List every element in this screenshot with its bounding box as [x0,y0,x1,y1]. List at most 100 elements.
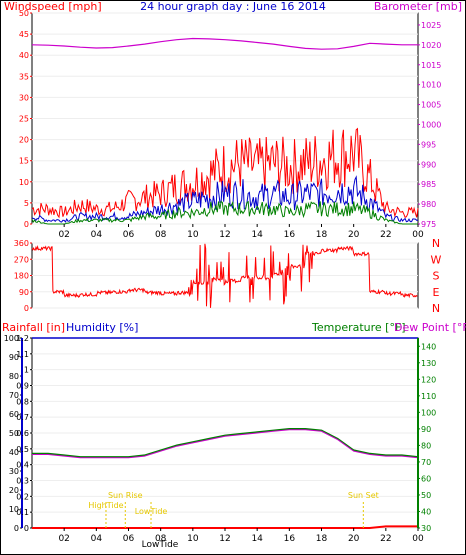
x-tick-label: 04 [91,230,103,240]
x-tick-label: 12 [219,534,230,544]
wind-x-axis-ticks: 02 04 06 08 10 12 14 16 18 20 22 00 [58,224,424,240]
wind-average-line [31,175,419,223]
y-tick-label: 70 [421,458,431,467]
rainfall-line [32,525,418,529]
y-tick-label: 0.4 [16,461,29,470]
y-tick-label: 10 [19,178,29,187]
y-tick-label: 80 [421,441,431,450]
y-tick-label: 1005 [421,101,441,110]
y-tick-label: 0 [24,220,29,229]
humidity-axis-ticks: 0 10 20 30 40 50 60 70 80 90 100 [4,334,23,533]
y-tick-label: 70 [9,391,19,400]
y-tick-label: 35 [19,72,29,81]
y-tick-label: 0 [24,304,29,313]
direction-left-axis-ticks: 0 90 180 270 360 [14,239,32,313]
x-tick-label: 18 [316,230,328,240]
humidity-axis-label: Humidity [%] [66,321,138,334]
dewpoint-axis-label: Dew Point [°F] [394,321,466,334]
y-tick-label: 1.1 [16,350,29,359]
y-tick-label: 0.1 [16,508,29,517]
y-tick-label: 1010 [421,81,441,90]
annotation-label: HighTide [88,501,123,510]
compass-label: S [433,270,440,283]
y-tick-label: 5 [24,199,29,208]
x-tick-label: 02 [58,534,69,544]
barometer-axis-label: Barometer [mb] [374,0,462,13]
y-tick-label: 40 [19,51,29,60]
y-tick-label: 1015 [421,61,441,70]
y-tick-label: 80 [9,372,19,381]
y-tick-label: 50 [19,9,29,18]
y-tick-label: 50 [9,429,19,438]
barometer-line [31,37,418,50]
x-tick-label: 04 [91,534,103,544]
y-tick-label: 130 [421,359,436,368]
y-tick-label: 25 [19,115,29,124]
y-tick-label: 975 [421,220,436,229]
y-tick-label: 990 [421,160,436,169]
x-tick-label: 20 [348,230,360,240]
x-tick-label: 06 [123,230,135,240]
y-tick-label: 40 [421,507,431,516]
wind-panel-series [31,37,419,225]
wind-gust-line [31,127,419,219]
x-tick-label: 16 [284,230,296,240]
temperature-axis-ticks: 30 40 50 60 70 80 90 100 110 120 130 140 [417,338,436,533]
temperature-axis-label: Temperature [°F] [311,321,406,334]
dewpoint-line [32,429,419,459]
barometer-right-axis-ticks: 975 980 985 990 995 1000 1005 1010 1015 1020 1025 [418,21,441,229]
y-tick-label: 1000 [421,120,441,129]
x-tick-label: 08 [155,230,167,240]
temp-x-axis-ticks: 02 04 06 08 10 12 14 16 18 20 22 00 [58,528,424,544]
rainfall-axis-label: Rainfall [in] [2,321,65,334]
y-tick-label: 0.8 [16,397,29,406]
y-tick-label: 60 [9,410,19,419]
y-tick-label: 45 [19,30,29,39]
x-tick-label: 14 [251,534,263,544]
y-tick-label: 980 [421,200,436,209]
y-tick-label: 1025 [421,21,441,30]
y-tick-label: 60 [421,474,431,483]
x-tick-label: 08 [155,534,167,544]
x-tick-label: 10 [187,230,199,240]
x-tick-label: 16 [284,534,296,544]
y-tick-label: 15 [19,157,29,166]
x-tick-label: 12 [219,230,230,240]
chart-title: 24 hour graph day : June 16 2014 [140,0,326,13]
y-tick-label: 30 [421,524,431,533]
rain-axis-ticks: 0 0.1 0.2 0.3 0.4 0.5 0.6 0.7 0.8 0.9 1 1.1 1.2 [16,334,32,533]
y-tick-label: 100 [4,334,19,343]
x-tick-label: 22 [380,534,391,544]
direction-panel-grid [32,242,418,309]
bottom-lowtide-label: LowTide [142,540,179,550]
y-tick-label: 30 [19,93,29,102]
annotation-label: Sun Set [348,491,379,500]
y-tick-label: 110 [421,392,436,401]
y-tick-label: 0.3 [16,477,29,486]
y-tick-label: 985 [421,180,436,189]
annotation-label: Sun Rise [108,491,143,500]
compass-label: N [432,237,440,250]
x-tick-label: 10 [187,534,199,544]
x-tick-label: 20 [348,534,360,544]
y-tick-label: 90 [9,353,19,362]
y-tick-label: 0.5 [16,445,29,454]
y-tick-label: 0.9 [16,382,29,391]
y-tick-label: 360 [14,239,29,248]
y-tick-label: 40 [9,448,19,457]
y-tick-label: 270 [14,255,29,264]
x-tick-label: 00 [412,534,424,544]
y-tick-label: 120 [421,375,436,384]
x-tick-label: 14 [251,230,263,240]
y-tick-label: 1020 [421,41,441,50]
y-tick-label: 0 [24,524,29,533]
y-tick-label: 20 [19,136,29,145]
annotation-label: LowTide [135,507,168,516]
x-tick-label: 02 [58,230,69,240]
x-tick-label: 00 [412,230,424,240]
